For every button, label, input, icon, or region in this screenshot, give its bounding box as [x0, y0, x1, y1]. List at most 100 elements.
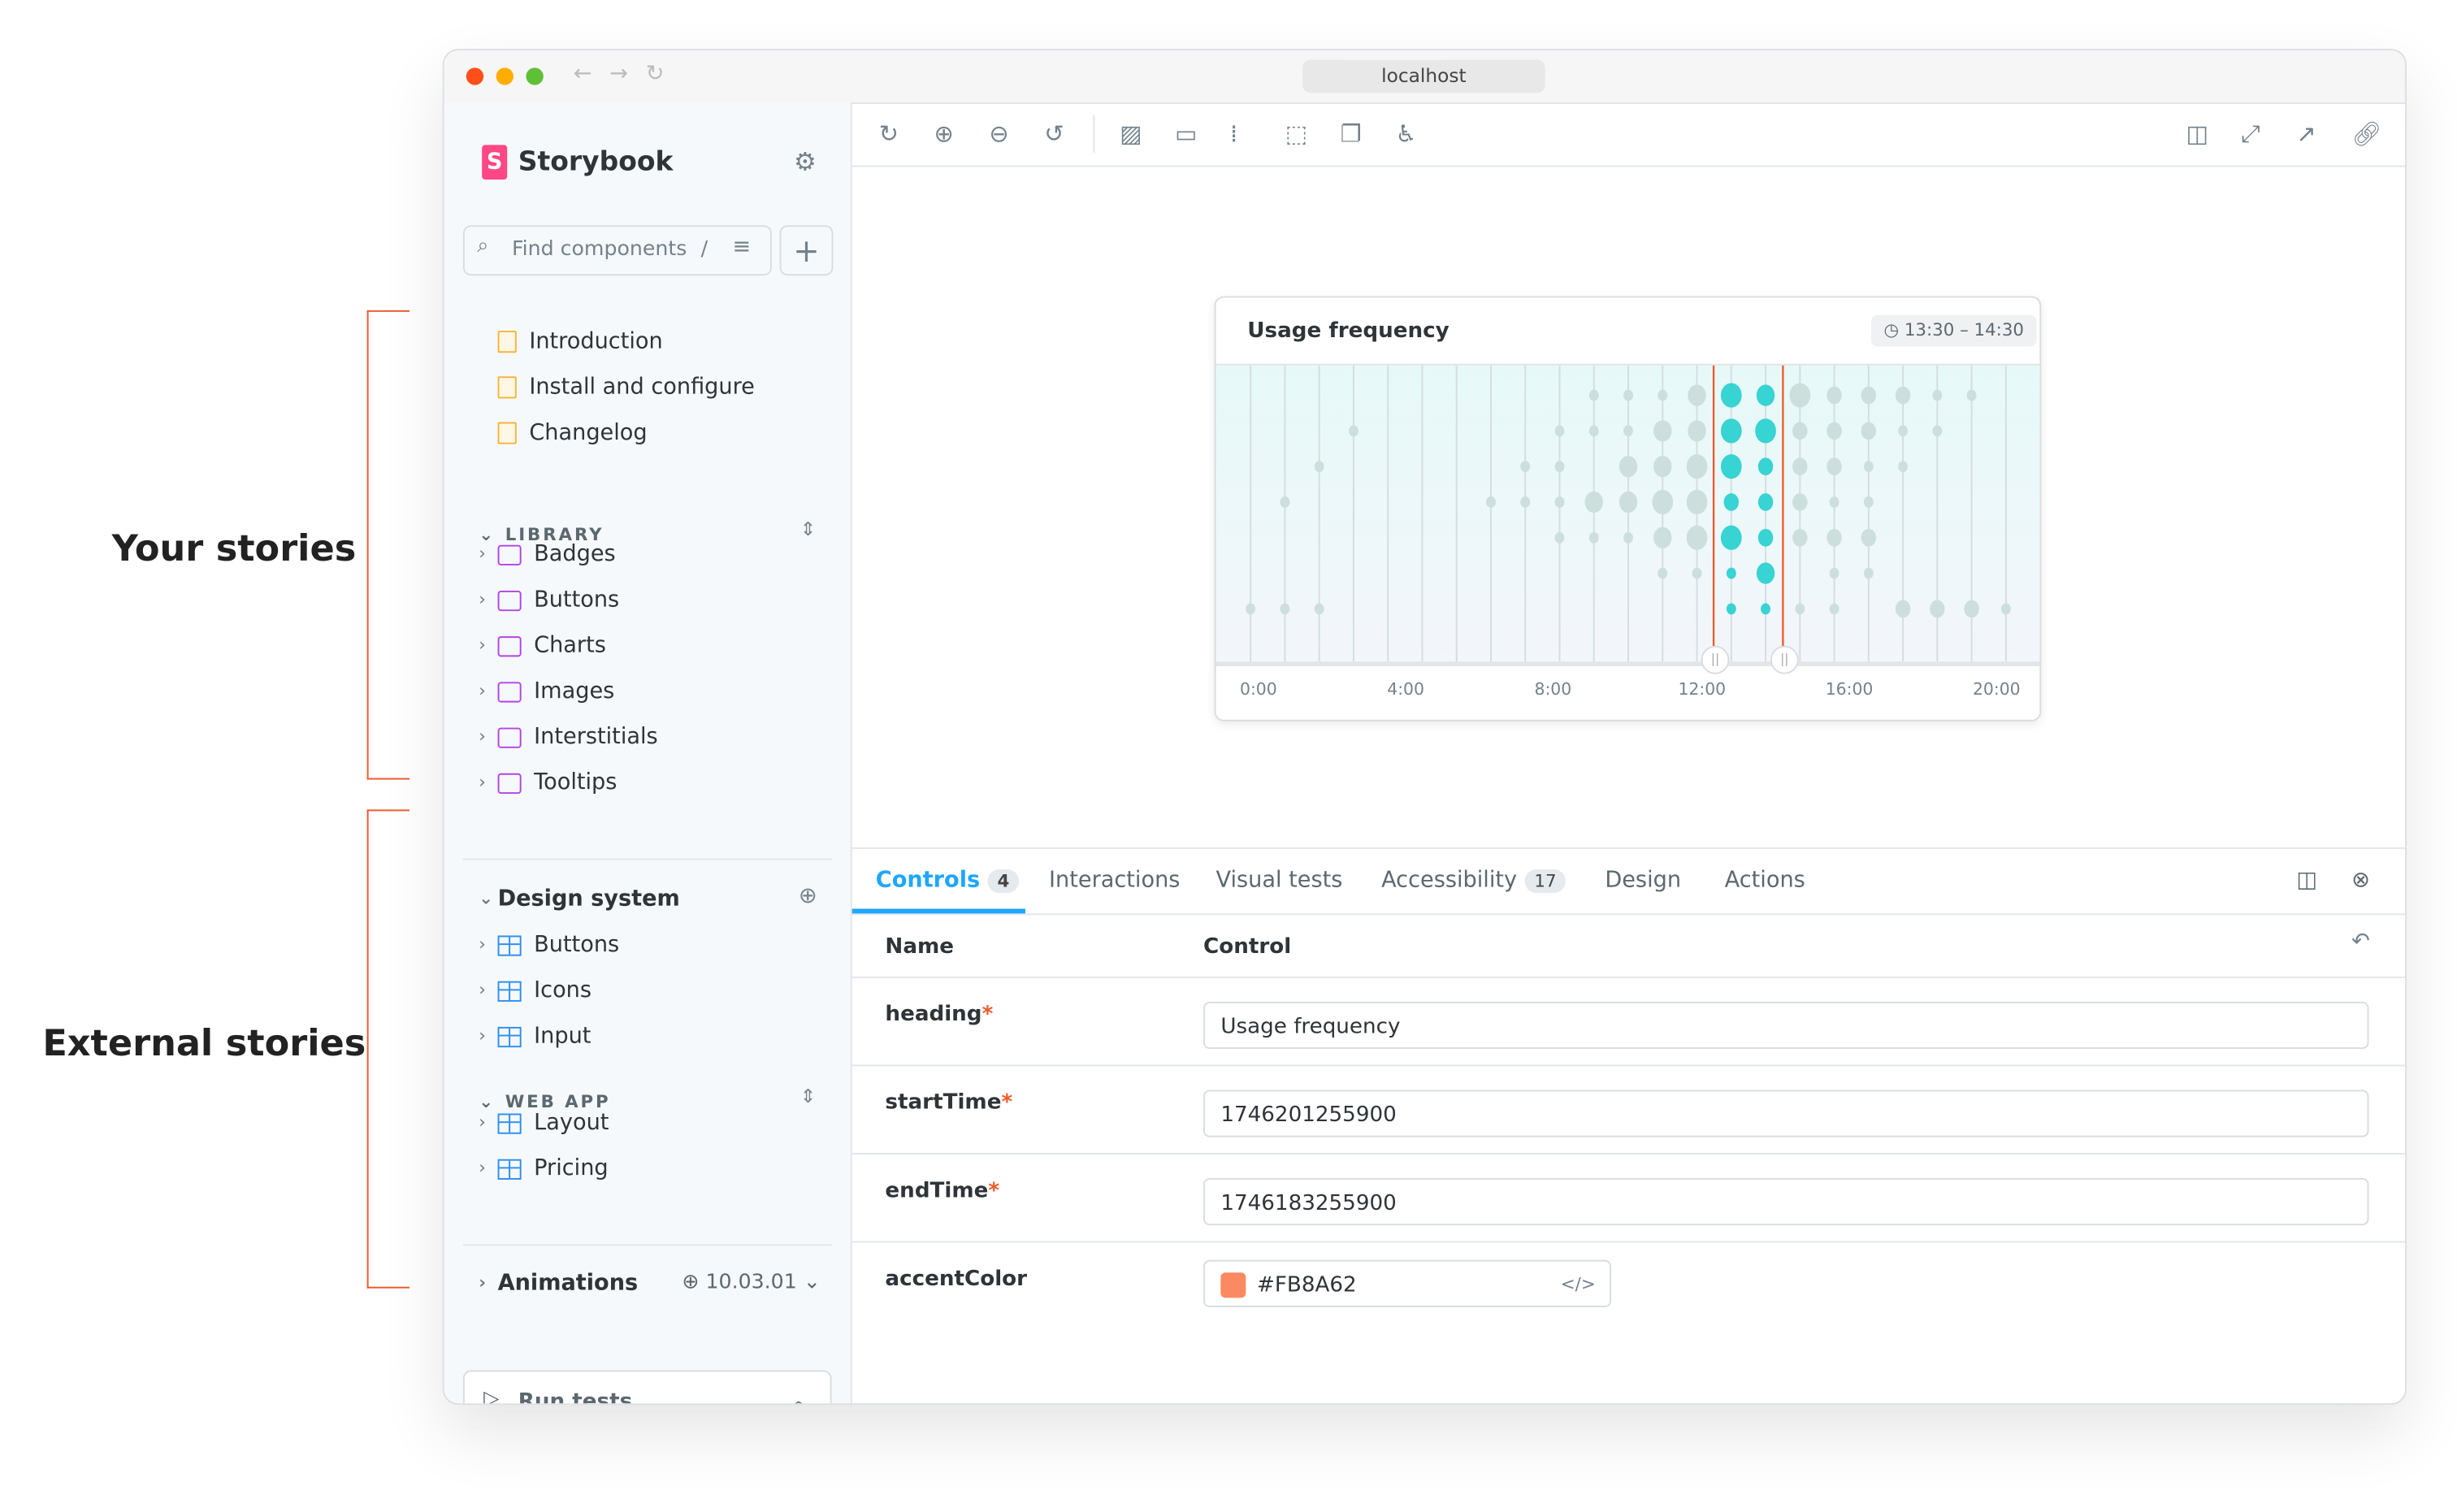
- heading-input[interactable]: Usage frequency: [1203, 1001, 2369, 1050]
- sidebar-item[interactable]: Install and configure: [479, 369, 755, 407]
- usage-dot: [1653, 456, 1672, 478]
- divider: [1093, 115, 1095, 154]
- usage-dot: [1755, 418, 1776, 444]
- web-app-section-header[interactable]: ⌄ WEB APP: [479, 1091, 611, 1112]
- folder-icon: [497, 772, 522, 794]
- sidebar-item-label: Layout: [534, 1110, 609, 1136]
- run-tests-button[interactable]: ▷ Run tests ︿: [462, 1370, 832, 1406]
- sidebar-item[interactable]: › Charts: [479, 627, 606, 665]
- tab-design[interactable]: Design: [1605, 868, 1681, 893]
- tab-visual-tests[interactable]: Visual tests: [1216, 868, 1343, 893]
- panel-orientation-icon[interactable]: ◫: [2296, 868, 2317, 894]
- browser-window: ← → ↻ localhost S Storybook ⚙ ⌕ Find com…: [442, 49, 2407, 1406]
- fullscreen-icon[interactable]: ⤢: [2241, 119, 2260, 149]
- x-tick-label: 12:00: [1678, 680, 1727, 700]
- usage-dot: [1588, 425, 1599, 437]
- comp-icon: [497, 934, 522, 955]
- settings-gear-icon[interactable]: ⚙: [794, 146, 817, 177]
- copy-link-icon[interactable]: 🔗︎: [2351, 119, 2382, 149]
- tab-interactions[interactable]: Interactions: [1049, 868, 1180, 893]
- remount-icon[interactable]: ↻: [878, 119, 899, 149]
- expand-collapse-icon[interactable]: ⇕: [800, 1085, 817, 1107]
- tab-accessibility[interactable]: Accessibility 17: [1381, 868, 1566, 894]
- sidebar-item[interactable]: Introduction: [479, 323, 663, 361]
- play-icon: ▷: [483, 1387, 500, 1406]
- control-row: startTime* 1746201255900: [852, 1066, 2406, 1155]
- usage-dot: [1757, 493, 1774, 511]
- sidebar-item[interactable]: › Images: [479, 673, 614, 711]
- sidebar-toggle-icon[interactable]: ◫: [2186, 119, 2209, 149]
- usage-dot: [1720, 454, 1742, 479]
- filter-icon[interactable]: ≡: [732, 234, 752, 260]
- selection-range: 13:30 – 14:30: [1904, 319, 2025, 340]
- reset-controls-icon[interactable]: ↶: [2351, 929, 2370, 955]
- startTime-input[interactable]: 1746201255900: [1203, 1090, 2369, 1137]
- add-story-button[interactable]: +: [779, 225, 834, 276]
- maximize-window-button[interactable]: [526, 67, 544, 85]
- usage-dot: [1686, 525, 1708, 550]
- color-picker-input[interactable]: #FB8A62 </>: [1203, 1259, 1612, 1307]
- expand-collapse-icon[interactable]: ⇕: [800, 518, 817, 540]
- usage-dot: [1966, 389, 1977, 401]
- chevron-up-icon[interactable]: ︿: [789, 1389, 808, 1406]
- chevron-right-icon: ›: [479, 979, 486, 1000]
- forward-icon[interactable]: →: [609, 61, 628, 87]
- sidebar-item[interactable]: › Buttons: [479, 581, 619, 619]
- zoom-reset-icon[interactable]: ↺: [1044, 119, 1064, 149]
- plot-area[interactable]: [1216, 363, 2040, 666]
- grid-icon[interactable]: ⁞: [1229, 119, 1238, 149]
- tab-label: Controls: [875, 868, 981, 894]
- sidebar-item[interactable]: › Badges: [479, 535, 615, 574]
- search-input[interactable]: ⌕ Find components / ≡: [462, 225, 772, 276]
- design-system-ref[interactable]: ⌄ Design system: [479, 886, 680, 912]
- range-slider-handle[interactable]: ||: [1770, 645, 1799, 674]
- usage-dot: [1618, 456, 1638, 478]
- usage-dot: [1761, 603, 1770, 615]
- usage-dot: [1520, 496, 1531, 508]
- zoom-out-icon[interactable]: ⊖: [989, 119, 1009, 149]
- tab-actions[interactable]: Actions: [1725, 868, 1805, 893]
- outline-icon[interactable]: ⬚: [1285, 119, 1308, 149]
- usage-frequency-card: Usage frequency ◷ 13:30 – 14:30 0:00 4:00…: [1214, 296, 2042, 721]
- library-section-header[interactable]: ⌄ LIBRARY: [479, 524, 604, 545]
- open-new-tab-icon[interactable]: ↗: [2296, 119, 2316, 149]
- animations-ref[interactable]: › Animations: [479, 1271, 639, 1297]
- viewport-icon[interactable]: ▭: [1175, 119, 1198, 149]
- usage-dot: [1618, 491, 1638, 513]
- measure-icon[interactable]: ❐: [1340, 119, 1362, 149]
- code-icon[interactable]: </>: [1560, 1274, 1596, 1295]
- sidebar-item[interactable]: › Layout: [479, 1104, 609, 1142]
- column-header-control: Control: [1203, 934, 1292, 960]
- sidebar-item[interactable]: › Tooltips: [479, 764, 617, 802]
- sidebar-item[interactable]: › Interstitials: [479, 718, 657, 756]
- sidebar-item[interactable]: Changelog: [479, 414, 648, 453]
- folder-icon: [497, 589, 522, 611]
- sidebar-item[interactable]: › Pricing: [479, 1150, 608, 1188]
- color-swatch[interactable]: [1220, 1272, 1246, 1298]
- accessibility-icon[interactable]: ♿: [1395, 119, 1417, 149]
- zoom-in-icon[interactable]: ⊕: [934, 119, 954, 149]
- range-slider-handle[interactable]: ||: [1701, 645, 1730, 674]
- usage-dot: [1720, 418, 1742, 444]
- back-icon[interactable]: ←: [573, 61, 592, 87]
- background-icon[interactable]: ▨: [1120, 119, 1142, 149]
- usage-dot: [1723, 493, 1740, 511]
- minimize-window-button[interactable]: [496, 67, 514, 85]
- chevron-right-icon: ›: [479, 1111, 486, 1133]
- folder-icon: [497, 681, 522, 702]
- globe-icon[interactable]: ⊕: [798, 883, 817, 909]
- tab-label: Interactions: [1049, 868, 1181, 894]
- run-tests-label: Run tests: [518, 1389, 633, 1406]
- sidebar-item[interactable]: › Icons: [479, 972, 592, 1010]
- tab-controls[interactable]: Controls 4: [875, 868, 1019, 894]
- close-window-button[interactable]: [466, 67, 484, 85]
- endTime-input[interactable]: 1746183255900: [1203, 1177, 2369, 1226]
- url-bar[interactable]: localhost: [1302, 59, 1545, 93]
- sidebar-item[interactable]: › Input: [479, 1017, 591, 1055]
- close-panel-icon[interactable]: ⊗: [2351, 868, 2370, 894]
- tab-count-badge: 4: [987, 869, 1019, 894]
- usage-dot: [1554, 496, 1565, 508]
- reload-icon[interactable]: ↻: [645, 61, 665, 87]
- version-selector[interactable]: ⊕ 10.03.01 ⌄: [682, 1271, 821, 1295]
- sidebar-item[interactable]: › Buttons: [479, 926, 619, 964]
